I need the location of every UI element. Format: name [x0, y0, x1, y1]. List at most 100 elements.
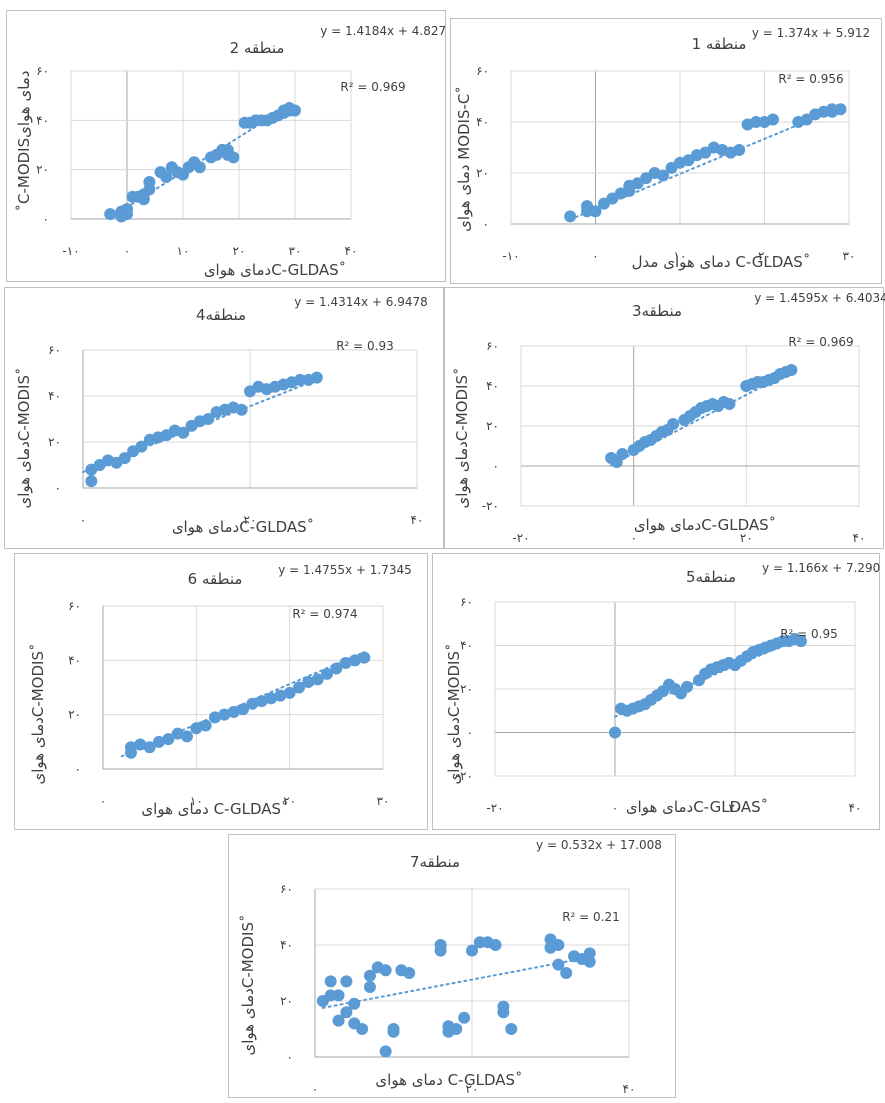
y-axis-label: دمای هوایC-MODIS˚	[15, 367, 33, 508]
data-point	[552, 958, 565, 971]
x-axis-label: دمای هوای مدل C-GLDAS˚	[632, 253, 811, 271]
x-tick-label: ۰	[592, 249, 598, 263]
x-axis-label: دمای هوایC-GLDAS˚	[204, 261, 346, 279]
data-point	[121, 203, 133, 216]
x-tick-label: ۴۰	[849, 801, 862, 815]
x-tick-label: ۴۰	[853, 531, 866, 545]
data-point	[750, 116, 763, 128]
y-tick-label: ۴۰	[68, 653, 81, 667]
x-tick-label: ۲۰	[283, 794, 296, 808]
data-point	[143, 176, 156, 188]
y-tick-label: ۲۰	[68, 708, 81, 722]
y-tick-label: ۶۰	[48, 343, 61, 357]
data-point	[583, 955, 596, 968]
scatter-chart-svg: -۱۰ ۰ ۱۰ ۲۰ ۳۰ ۴۰ ۰ ۲۰ ۴۰ ۶۰ منطقه 2 y = 1.4184x + …	[15, 24, 454, 279]
data-point	[667, 418, 680, 430]
y-tick-label: ۶۰	[68, 599, 81, 613]
data-point	[209, 711, 221, 724]
x-tick-label: -۱۰	[502, 249, 519, 263]
y-axis-label: دمای هوایC-MODIS˚	[453, 367, 471, 508]
data-point	[450, 1023, 463, 1035]
x-tick-label: ۰	[612, 801, 618, 815]
data-point	[311, 673, 324, 686]
chart-title: منطقه4	[196, 306, 246, 324]
x-tick-label: ۱۰	[190, 794, 203, 808]
data-point	[356, 1023, 369, 1035]
data-point	[227, 151, 240, 164]
data-point	[190, 722, 203, 735]
data-point	[274, 689, 287, 702]
data-point	[332, 1014, 345, 1027]
scatter-chart-svg: ۰ ۱۰ ۲۰ ۳۰ ۰ ۲۰ ۴۰ ۶۰ منطقه 6 y = 1.4755x + 1.734…	[29, 563, 412, 818]
data-point	[458, 1011, 471, 1024]
y-tick-label: ۰	[75, 762, 81, 776]
data-point	[255, 695, 268, 708]
data-point	[358, 651, 371, 664]
data-point	[171, 727, 184, 740]
x-axis-label: دمای هوایC-GLDAS˚	[634, 516, 776, 534]
x-tick-label: -۱۰	[62, 244, 79, 258]
data-point	[552, 939, 565, 951]
data-point	[834, 103, 847, 116]
x-axis-label: دمای هوای C-GLDAS˚	[141, 800, 288, 818]
r-squared-label: R² = 0.956	[778, 72, 843, 86]
data-point	[332, 989, 345, 1002]
y-tick-label: ۰	[493, 459, 499, 473]
data-point	[363, 981, 376, 993]
chart-title: منطقه5	[686, 568, 736, 586]
y-tick-label: ۲۰	[486, 419, 499, 433]
y-tick-label: ۰	[467, 726, 473, 740]
x-tick-label: ۱۰	[674, 249, 687, 263]
data-point	[623, 184, 636, 197]
data-point	[321, 667, 333, 680]
y-axis-label: دمای هوای MODIS-C˚	[455, 86, 473, 232]
x-tick-label: ۴۰	[345, 244, 358, 258]
trend-equation: y = 1.4755x + 1.7345	[278, 563, 412, 577]
r-squared-label: R² = 0.969	[788, 335, 853, 349]
y-tick-label: ۲۰	[476, 166, 489, 180]
x-tick-label: -۲۰	[512, 531, 529, 545]
data-point	[218, 708, 231, 721]
chart-title: منطقه7	[410, 853, 460, 871]
scatter-chart-svg: ۰ ۲۰ ۴۰ ۰ ۲۰ ۴۰ ۶۰ منطقه4 y = 1.4314x + 6.9478 R²…	[15, 295, 428, 536]
data-point	[387, 1023, 400, 1035]
data-point	[609, 726, 621, 739]
trend-equation: y = 1.4314x + 6.9478	[294, 295, 428, 309]
chart-panel-region-3: -۲۰ ۰ ۲۰ ۴۰ -۲۰ ۰ ۲۰ ۴۰ ۶۰ منطقه3 y = 1.4595x + 6.…	[444, 287, 885, 549]
r-squared-label: R² = 0.969	[340, 80, 405, 94]
x-tick-label: ۰	[80, 513, 86, 527]
data-point	[294, 373, 307, 386]
chart-title: منطقه 2	[230, 39, 285, 57]
r-squared-label: R² = 0.974	[292, 607, 357, 621]
chart-panel-region-2: -۱۰ ۰ ۱۰ ۲۰ ۳۰ ۴۰ ۰ ۲۰ ۴۰ ۶۰ منطقه 2 y = 1.4184x + …	[6, 10, 454, 282]
data-point	[125, 741, 137, 754]
y-tick-label: ۶۰	[486, 339, 499, 353]
data-point	[143, 741, 156, 754]
x-tick-label: ۰	[630, 531, 636, 545]
x-axis-label: دمای هوای C-GLDAS˚	[375, 1071, 522, 1089]
y-axis-label: دمای هوایC-MODIS˚	[239, 914, 257, 1055]
data-point	[289, 104, 301, 117]
data-point	[265, 692, 277, 705]
data-point	[657, 169, 670, 182]
y-tick-label: ۶۰	[476, 64, 489, 78]
y-tick-label: ۰	[43, 212, 49, 226]
x-tick-label: ۲۰	[233, 244, 246, 258]
data-point	[235, 403, 248, 416]
y-tick-label: ۴۰	[486, 379, 499, 393]
y-tick-label: -۲۰	[456, 769, 473, 783]
data-point	[177, 426, 190, 439]
data-point	[363, 969, 376, 982]
y-tick-label: ۲۰	[48, 435, 61, 449]
data-point	[199, 719, 212, 732]
trendline	[321, 959, 576, 1009]
data-point	[193, 161, 206, 174]
chart-panel-region-7: ۰ ۲۰ ۴۰ ۰ ۲۰ ۴۰ ۶۰ منطقه7 y = 0.532x + 17.008 R² …	[228, 834, 676, 1098]
y-tick-label: ۴۰	[476, 115, 489, 129]
data-point	[85, 475, 98, 488]
data-point	[349, 654, 361, 667]
x-tick-label: ۳۰	[377, 794, 390, 808]
data-point	[466, 944, 478, 957]
y-tick-label: ۴۰	[36, 113, 49, 127]
data-point	[560, 967, 573, 979]
